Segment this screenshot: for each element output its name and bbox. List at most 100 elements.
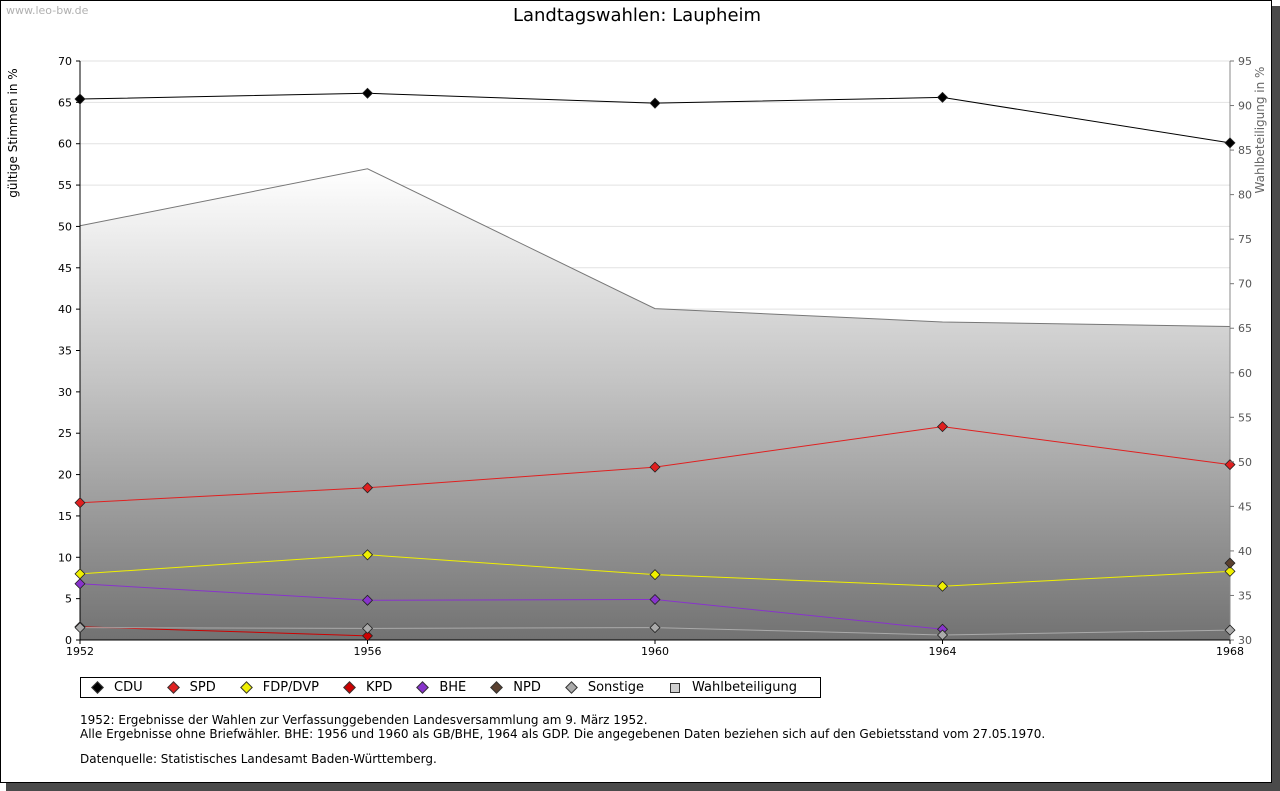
x-tick-label: 1964 [929,645,957,658]
legend-label: Sonstige [587,680,645,695]
x-tick-label: 1968 [1216,645,1244,658]
y2-tick-label: 30 [1238,634,1252,647]
legend-item: FDP/DVP [239,680,319,695]
y-tick-label: 55 [58,179,72,192]
y2-tick-label: 95 [1238,55,1252,68]
watermark: www.leo-bw.de [6,4,89,17]
data-point [361,87,374,99]
y-tick-label: 30 [58,386,72,399]
legend-item: KPD [343,680,393,695]
legend-item: CDU [91,680,143,695]
legend-marker [166,681,180,694]
data-point [74,497,86,509]
x-tick-label: 1952 [66,645,94,658]
legend-item: BHE [416,680,466,695]
data-point [361,594,374,606]
data-point [649,622,661,634]
y-tick-label: 5 [65,593,72,606]
data-point [74,568,86,580]
legend-marker [91,681,104,694]
legend-item: NPD [490,680,541,695]
y-tick-label: 50 [58,220,72,233]
y2-tick-label: 80 [1238,189,1252,202]
data-point [936,629,949,641]
data-point [74,578,86,590]
y-tick-label: 20 [58,469,72,482]
y-tick-label: 45 [58,262,72,275]
data-point [1224,137,1236,149]
legend-label: KPD [365,680,393,695]
frame-shadow-right [1272,6,1280,791]
y2-axis-label: Wahlbeteiligung in % [1253,67,1267,194]
data-point [361,482,374,494]
footnote-1: 1952: Ergebnisse der Wahlen zur Verfassu… [80,713,648,727]
legend-item: Wahlbeteiligung [670,680,797,695]
data-point [649,97,661,109]
legend-label: Wahlbeteiligung [692,680,798,695]
y2-tick-label: 70 [1238,278,1252,291]
legend-label: NPD [513,680,541,695]
legend-marker [490,681,504,694]
y2-tick-label: 65 [1238,322,1252,335]
data-point [1224,557,1236,569]
y-tick-label: 70 [58,55,72,68]
y2-tick-label: 35 [1238,589,1252,602]
legend-marker [670,682,681,693]
data-point [361,622,374,634]
x-tick-label: 1956 [354,645,382,658]
legend: CDU SPD FDP/DVP KPD BHE NPD Sonstige Wahlbeteil… [80,677,821,698]
series-lines [74,87,1236,642]
data-point [936,421,949,433]
data-point [74,93,86,105]
y-tick-label: 10 [58,551,72,564]
y-tick-label: 25 [58,427,72,440]
legend-label: CDU [114,680,143,695]
footnotes: 1952: Ergebnisse der Wahlen zur Verfassu… [80,713,1045,741]
turnout-area [79,168,1231,640]
y2-tick-label: 90 [1238,100,1252,113]
legend-item: Sonstige [564,680,645,695]
y2-tick-label: 85 [1238,144,1252,157]
data-point [649,569,661,581]
legend-label: SPD [189,680,216,695]
y-tick-label: 40 [58,303,72,316]
legend-marker [564,681,578,694]
y-tick-label: 35 [58,345,72,358]
data-point [74,622,86,634]
legend-label: FDP/DVP [262,680,319,695]
frame-shadow-bottom [6,783,1280,791]
data-point [361,549,374,561]
data-point [649,593,661,605]
y2-tick-label: 50 [1238,456,1252,469]
legend-item: SPD [166,680,216,695]
y-tick-label: 65 [58,96,72,109]
footnote-2: Alle Ergebnisse ohne Briefwähler. BHE: 1… [80,727,1046,741]
chart-title: Landtagswahlen: Laupheim [513,5,761,26]
turnout-line [79,168,1231,327]
legend-marker [343,681,356,694]
data-point [361,630,374,642]
data-point [936,623,949,635]
turnout-area-fill [80,168,1230,640]
data-point [1224,565,1236,577]
y-axis-ticks: 0 5 10 15 20 25 30 35 40 45 50 55 60 65 70 [58,55,80,647]
data-point [936,91,949,103]
y2-tick-label: 40 [1238,545,1252,558]
series-line-kpd [79,626,368,637]
y2-tick-label: 45 [1238,500,1252,513]
y-axis-label: gültige Stimmen in % [6,68,20,197]
x-tick-label: 1960 [641,645,669,658]
y2-tick-label: 75 [1238,233,1252,246]
series-line-bhe [79,583,943,630]
data-point [1224,624,1236,636]
y2-axis-ticks: 30 35 40 45 50 55 60 65 70 75 80 85 90 95 [1230,55,1252,647]
legend-marker [416,681,430,694]
data-source: Datenquelle: Statistisches Landesamt Bad… [80,752,437,766]
legend-marker [239,681,253,694]
y2-tick-label: 60 [1238,367,1252,380]
data-point [936,580,949,592]
data-point [649,461,661,473]
y-tick-label: 60 [58,138,72,151]
y-tick-label: 0 [65,634,72,647]
